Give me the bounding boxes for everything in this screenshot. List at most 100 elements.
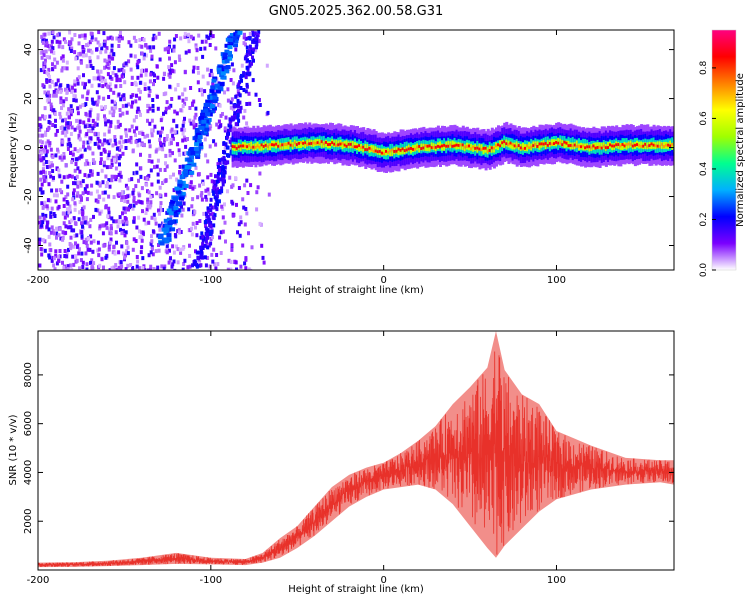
spectrogram-cell (171, 244, 175, 249)
spectrogram-cell (85, 123, 89, 128)
spectrogram-cell (85, 197, 89, 202)
spectrogram-cell (176, 229, 180, 234)
spectrogram-streak-cell (203, 255, 207, 260)
spectrogram-cell (99, 157, 103, 162)
spectrogram-cell (168, 231, 172, 235)
spectrogram-cell (78, 104, 82, 109)
spectrogram-cell (55, 235, 58, 240)
spectrogram-cell (45, 224, 49, 229)
spectrogram-cell (90, 123, 94, 128)
spectrogram-track-cell (611, 144, 615, 148)
spectrogram-cell (85, 43, 88, 48)
spectrogram-track-cell (470, 147, 474, 151)
spectrogram-cell (125, 220, 129, 225)
spectrogram-streak-cell (189, 155, 195, 160)
spectrogram-cell (168, 39, 172, 44)
spectrogram-streak-cell (211, 92, 217, 97)
spectrogram-cell (42, 66, 46, 71)
spectrogram-cell (67, 210, 71, 215)
spectrogram-track-cell (244, 144, 247, 148)
colorbar-tick-label: 0.0 (699, 263, 709, 278)
spectrogram-cell (174, 234, 178, 239)
spectrogram-track-cell (287, 141, 291, 145)
spectrogram-streak-cell (212, 76, 218, 81)
spectrogram-track-cell (372, 150, 376, 153)
spectrogram-track-cell (490, 145, 494, 153)
spectrogram-cell (156, 265, 160, 270)
spectrogram-cell (113, 135, 117, 139)
spectrogram-track-cell (526, 144, 530, 148)
spectrogram-track-cell (569, 144, 573, 147)
spectrogram-cell (132, 219, 136, 224)
spectrogram-cell (172, 118, 176, 123)
spectrogram-cell (150, 128, 154, 133)
spectrogram-track-cell (248, 144, 252, 147)
spectrogram-cell (139, 166, 143, 171)
spectrogram-cell (118, 178, 122, 183)
spectrogram-cell (116, 119, 120, 124)
spectrogram-cell (250, 245, 254, 250)
spectrogram-cell (85, 267, 89, 270)
spectrogram-cell (132, 188, 136, 193)
spectrogram-streak-cell (223, 150, 227, 155)
spectrogram-cell (117, 92, 121, 97)
spectrogram-track-cell (393, 150, 397, 153)
spectrogram-streak-cell (222, 56, 228, 60)
spectrogram-cell (62, 175, 66, 180)
spectrogram-track-cell (482, 147, 486, 155)
spectrogram-cell (191, 36, 195, 41)
spectrogram-track-cell (586, 145, 590, 149)
spectrogram-cell (83, 35, 87, 40)
spectrogram-cell (51, 67, 55, 72)
spectrogram-cell (242, 35, 246, 40)
spectrogram-cell (98, 43, 102, 48)
spectrogram-streak-cell (222, 173, 226, 178)
spectrogram-track-cell (252, 145, 256, 149)
spectrogram-cell (54, 249, 58, 254)
spectrogram-cell (195, 221, 199, 225)
spectrogram-track-cell (503, 140, 507, 144)
spectrogram-cell (76, 77, 80, 82)
spectrogram-streak-cell (198, 120, 204, 125)
spectrogram-track-cell (341, 142, 345, 150)
spectrogram-cell (183, 87, 187, 92)
spectrogram-cell (76, 106, 80, 111)
spectrogram-cell (167, 72, 171, 77)
spectrogram-cell (219, 251, 223, 255)
spectrogram-cell (168, 84, 172, 89)
spectrogram-streak-cell (218, 177, 222, 182)
spectrogram-streak-cell (193, 259, 197, 264)
spectrogram-cell (136, 143, 140, 148)
spectrogram-cell (73, 127, 77, 132)
spectrogram-track-cell (395, 149, 399, 153)
spectrogram-cell (164, 106, 168, 111)
spectrogram-streak-cell (206, 232, 209, 237)
spectrogram-cell (96, 40, 100, 45)
colorbar-ticks: 0.00.20.40.60.8 (699, 60, 716, 277)
spectrogram-track-cell (246, 145, 250, 149)
spectrogram-cell (171, 69, 175, 74)
spectrogram-cell (91, 100, 95, 105)
spectrogram-cell (149, 267, 152, 270)
spectrogram-cell (265, 63, 269, 68)
spectrogram-streak-cell (229, 33, 235, 37)
spectrogram-cell (127, 102, 131, 107)
spectrogram-cell (63, 66, 67, 71)
spectrogram-cell (64, 39, 67, 44)
spectrogram-cell (158, 167, 162, 172)
spectrogram-cell (97, 72, 101, 77)
spectrogram-cell (73, 207, 77, 212)
spectrogram-streak-cell (210, 85, 216, 90)
spectrogram-cell (153, 35, 157, 40)
spectrogram-cell (202, 181, 205, 186)
spectrogram-cell (88, 123, 92, 128)
spectrogram-track-cell (254, 145, 258, 149)
spectrogram-cell (242, 115, 246, 120)
spectrogram-cell (220, 204, 224, 209)
spectrogram-cell (124, 267, 128, 270)
spectrogram-streak-cell (215, 198, 219, 203)
spectrogram-cell (243, 261, 247, 266)
spectrogram-cell (105, 165, 109, 170)
spectrogram-cell (63, 254, 67, 258)
spectrogram-cell (63, 249, 67, 253)
